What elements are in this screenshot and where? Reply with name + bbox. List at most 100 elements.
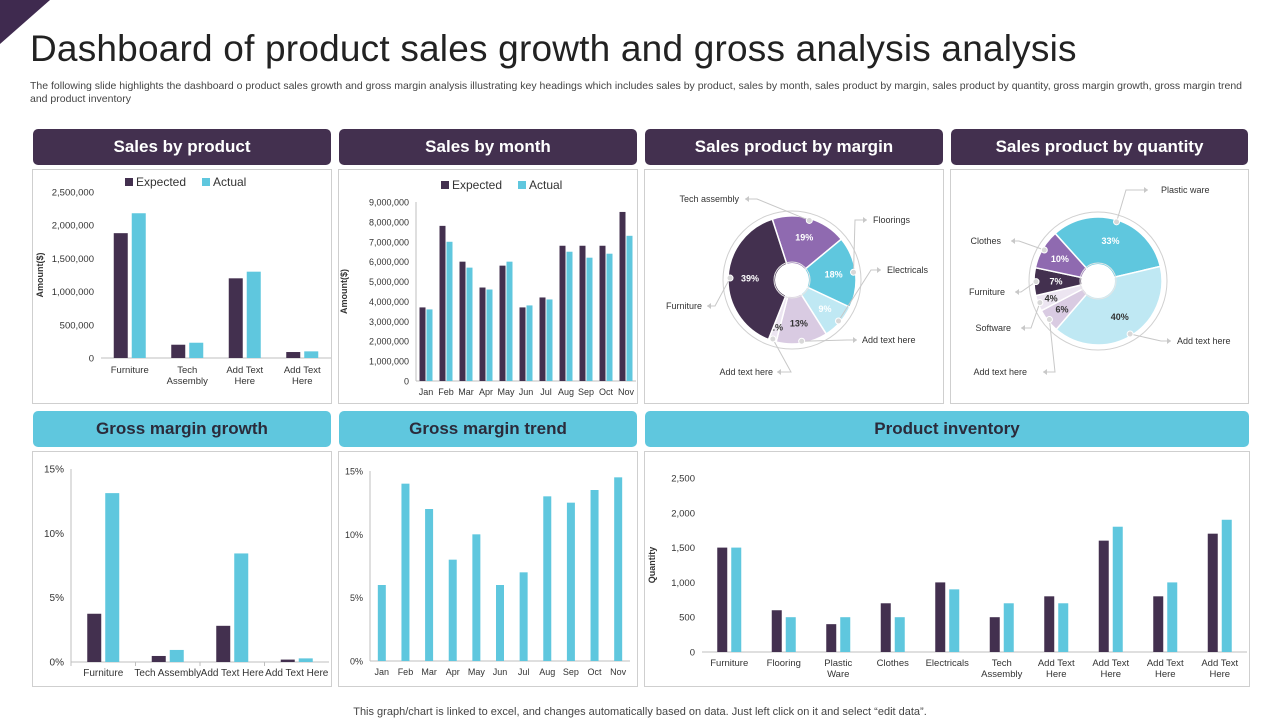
- bar-actual: [304, 351, 319, 358]
- pie-callout-label: Plastic ware: [1161, 185, 1210, 195]
- bar-actual: [626, 235, 633, 381]
- x-tick-label: Jan: [375, 667, 390, 677]
- pie-callout-arrow: [1043, 369, 1047, 375]
- y-tick-label: 2,500,000: [52, 188, 94, 199]
- bar-expected: [579, 245, 586, 381]
- bar-actual: [606, 253, 613, 381]
- x-tick-label: Add Text: [226, 365, 263, 376]
- y-tick-label: 500,000: [60, 320, 94, 331]
- header-sales-by-product: Sales by product: [33, 129, 331, 165]
- pie-callout-label: Add text here: [719, 367, 773, 377]
- footer-note: This graph/chart is linked to excel, and…: [353, 706, 927, 718]
- bar-actual: [466, 267, 473, 381]
- y-tick-label: 2,000: [671, 508, 695, 519]
- y-axis-label: Amount($): [35, 253, 45, 298]
- pie-callout-label: Clothes: [970, 236, 1001, 246]
- x-tick-label: Jul: [540, 387, 552, 397]
- x-tick-label: Oct: [588, 667, 603, 677]
- y-tick-label: 5%: [50, 593, 65, 604]
- bar-expected: [459, 261, 466, 381]
- bar-expected: [439, 225, 446, 381]
- bar-expected: [280, 659, 295, 662]
- y-tick-label: 15%: [345, 467, 363, 477]
- x-tick-label: Add Text: [1038, 658, 1075, 669]
- pie-callout-arrow: [1015, 289, 1019, 295]
- pie-callout-label: Electricals: [887, 265, 929, 275]
- pie-callout-dot: [1032, 278, 1040, 286]
- header-product-inventory: Product inventory: [645, 411, 1249, 447]
- y-tick-label: 9,000,000: [369, 198, 409, 208]
- bar-actual: [894, 617, 905, 652]
- pie-percent-label: 18%: [825, 270, 843, 280]
- bar-gross-margin: [543, 496, 552, 661]
- legend-label: Expected: [452, 178, 502, 192]
- panel-gross-margin-growth: 0% 5% 10% 15% Furniture Tech Assembly Add Text…: [32, 451, 332, 687]
- pie-callout-line: [1116, 189, 1148, 222]
- bar-expected: [228, 278, 243, 358]
- pie-callout-dot: [805, 216, 813, 224]
- bar-expected: [519, 307, 526, 381]
- bar-expected: [216, 625, 231, 662]
- bar-actual: [246, 271, 261, 358]
- pie-callout-label: Furniture: [969, 287, 1005, 297]
- x-tick-label: Aug: [539, 667, 555, 677]
- x-tick-label: Furniture: [710, 658, 748, 669]
- page-subtitle: The following slide highlights the dashb…: [30, 80, 1243, 105]
- x-tick-label: Furniture: [83, 668, 123, 679]
- bar-expected: [935, 582, 946, 652]
- pie-callout-dot: [1040, 246, 1048, 254]
- pie-outline: [722, 210, 862, 350]
- pie-callout-dot: [1036, 299, 1044, 307]
- pie-callout-dot: [835, 317, 843, 325]
- y-tick-label: 6,000,000: [369, 257, 409, 267]
- y-tick-label: 1,500,000: [52, 254, 94, 265]
- y-tick-label: 0%: [350, 657, 363, 667]
- x-tick-label: Assembly: [167, 376, 208, 387]
- bar-expected: [1098, 540, 1109, 652]
- pie-percent-label: 13%: [790, 318, 808, 328]
- panel-sales-by-month: 0 1,000,000 2,000,000 3,000,000 4,000,000 5,0…: [338, 169, 638, 404]
- x-tick-label: May: [468, 667, 486, 677]
- header-gross-margin-trend: Gross margin trend: [339, 411, 637, 447]
- header-sales-by-month: Sales by month: [339, 129, 637, 165]
- pie-callout-dot: [769, 335, 777, 343]
- bar-actual: [506, 261, 513, 381]
- x-tick-label: Apr: [446, 667, 460, 677]
- pie-callout-label: Software: [975, 323, 1011, 333]
- bar-actual: [586, 257, 593, 381]
- bar-actual: [169, 649, 184, 662]
- pie-callout-dot: [1113, 218, 1121, 226]
- pie-callout-arrow: [853, 337, 857, 343]
- pie-callout-label: Tech assembly: [679, 194, 739, 204]
- bar-actual: [234, 553, 249, 662]
- pie-percent-label: 39%: [741, 274, 759, 284]
- chart-product-inventory: 0 500 1,000 1,500 2,000 2,500 Quantity Furnitur…: [647, 474, 1247, 680]
- x-tick-label: Nov: [610, 667, 627, 677]
- pie-percent-label: 19%: [795, 233, 813, 243]
- x-tick-label: Jul: [518, 667, 530, 677]
- bar-expected: [479, 287, 486, 381]
- panel-product-inventory: 0 500 1,000 1,500 2,000 2,500 Quantity Furnitur…: [644, 451, 1250, 687]
- bar-gross-margin: [472, 534, 481, 661]
- bar-expected: [619, 211, 626, 381]
- bar-actual: [426, 309, 433, 381]
- pie-percent-label: 6%: [1055, 305, 1068, 315]
- bar-expected: [826, 624, 837, 652]
- x-tick-label: Jun: [519, 387, 534, 397]
- pie-percent-label: 10%: [1051, 254, 1069, 264]
- y-tick-label: 0: [404, 377, 409, 387]
- y-tick-label: 500: [679, 613, 695, 624]
- bar-expected: [771, 610, 782, 652]
- panel-gross-margin-trend: 0% 5% 10% 15% Jan Feb Mar Apr May Jun Jul Aug Sep Oct…: [338, 451, 638, 687]
- bar-expected: [419, 307, 426, 381]
- bar-expected: [1207, 533, 1218, 652]
- x-tick-label: Feb: [398, 667, 414, 677]
- x-tick-label: Add Text Here: [201, 668, 265, 679]
- bar-expected: [286, 352, 301, 358]
- bar-expected: [113, 233, 128, 358]
- x-tick-label: Sep: [578, 387, 594, 397]
- y-tick-label: 7,000,000: [369, 237, 409, 247]
- x-tick-label: Add Text: [1201, 658, 1238, 669]
- bar-expected: [151, 655, 166, 662]
- x-tick-label: Here: [1155, 669, 1176, 680]
